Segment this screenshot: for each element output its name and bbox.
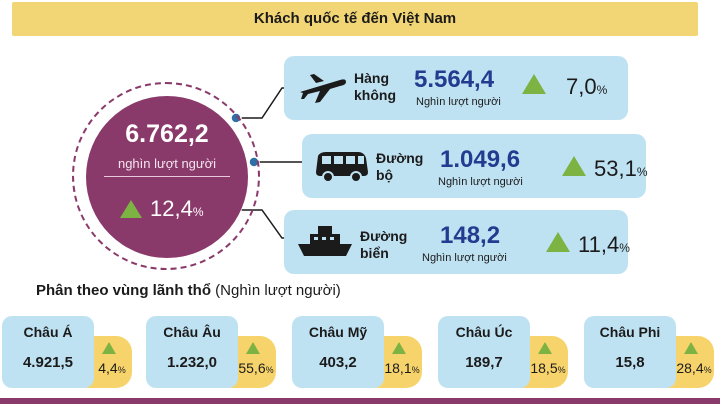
region-card: [584, 316, 676, 388]
mode-unit-air: Nghìn lượt người: [416, 96, 501, 108]
region-growth: 4,4%: [98, 360, 126, 376]
region-name: Châu Phi: [599, 324, 661, 340]
total-unit: nghìn lượt người: [117, 156, 217, 171]
mode-unit-road: Nghìn lượt người: [438, 176, 523, 188]
mode-label-road: Đường bộ: [376, 150, 424, 183]
region-value: 189,7: [465, 354, 503, 371]
region-card: [2, 316, 94, 388]
region-value: 1.232,0: [166, 354, 218, 371]
up-arrow-icon: [246, 342, 260, 354]
region-growth: 18,5%: [530, 360, 566, 376]
title-bar: Khách quốc tế đến Việt Nam: [12, 2, 698, 36]
region-value: 15,8: [615, 354, 645, 371]
region-name: Châu Mỹ: [308, 324, 368, 340]
region-card: [292, 316, 384, 388]
mode-value-sea: 148,2: [440, 222, 501, 249]
region-name: Châu Úc: [455, 324, 513, 340]
region-growth: 55,6%: [238, 360, 274, 376]
region-value: 4.921,5: [22, 354, 74, 371]
region-card: [438, 316, 530, 388]
mode-growth-road: 53,1%: [594, 156, 648, 181]
mode-growth-air: 7,0%: [566, 74, 608, 99]
total-divider: [104, 176, 230, 177]
region-card: [146, 316, 238, 388]
region-name: Châu Âu: [163, 324, 221, 340]
up-arrow-icon: [102, 342, 116, 354]
air-up-arrow-icon: [522, 74, 546, 94]
mode-card-air: [284, 56, 628, 120]
region-value: 403,2: [319, 354, 357, 371]
region-name: Châu Á: [23, 324, 73, 340]
region-growth: 28,4%: [676, 360, 712, 376]
total-growth: 12,4%: [150, 196, 204, 221]
total-up-arrow-icon: [120, 200, 142, 218]
ship-icon: [298, 226, 352, 256]
mode-unit-sea: Nghìn lượt người: [422, 252, 507, 264]
up-arrow-icon: [538, 342, 552, 354]
chart-title: Khách quốc tế đến Việt Nam: [253, 10, 457, 27]
bus-icon: [316, 152, 368, 183]
region-growth: 18,1%: [384, 360, 420, 376]
mode-value-air: 5.564,4: [414, 66, 495, 93]
regions-title: Phân theo vùng lãnh thổ (Nghìn lượt ngườ…: [36, 282, 341, 299]
mode-card-sea: [284, 210, 628, 274]
total-circle-ring: [72, 82, 260, 270]
total-circle: [86, 96, 248, 258]
mode-label-air: Hàng không: [354, 70, 396, 103]
up-arrow-icon: [684, 342, 698, 354]
road-up-arrow-icon: [562, 156, 586, 176]
mode-growth-sea: 11,4%: [578, 232, 630, 257]
mode-label-sea: Đường biển: [360, 228, 408, 261]
total-value: 6.762,2: [125, 120, 209, 148]
up-arrow-icon: [392, 342, 406, 354]
airplane-icon: [300, 74, 346, 103]
bottom-accent-bar: [0, 398, 720, 404]
mode-value-road: 1.049,6: [440, 146, 521, 173]
sea-up-arrow-icon: [546, 232, 570, 252]
